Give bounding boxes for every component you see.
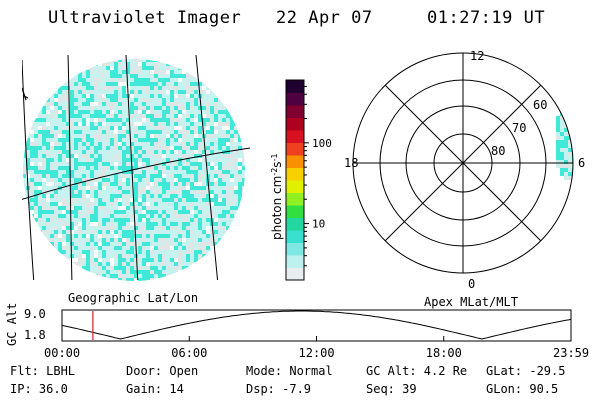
colorbar-frame [285,79,305,281]
geo-caption: Geographic Lat/Lon [68,291,198,305]
altitude-xtick-label: 12:00 [299,346,335,360]
colorbar: 100 10 photon cm-2s-1 [270,79,332,281]
seq-info: Seq: 39 [366,382,417,396]
polar-grid [352,52,574,274]
altitude-plot: GC Alt 9.0 1.8 00:00 06:00 12:00 18:00 23:59 [5,303,589,360]
colorbar-cell [286,217,304,231]
colorbar-cell [286,105,304,118]
colorbar-tick-label: 100 [312,137,332,150]
colorbar-cell [286,180,304,193]
colorbar-cell [286,192,304,206]
altitude-xtick-label: 06:00 [171,346,207,360]
polar-panel: 12 18 6 0 80 70 60 Apex MLat/MLT [344,49,585,309]
gain-info: Gain: 14 [126,382,184,396]
door-info: Door: Open [126,364,199,378]
colorbar-cell [286,242,304,256]
mlat-label-60: 60 [533,98,547,112]
colorbar-scale [286,80,304,281]
polar-emission-speckle [556,104,573,180]
mlt-label-0: 0 [468,277,475,291]
mode-info: Mode: Normal [246,364,333,378]
altitude-xtick-label: 23:59 [553,346,589,360]
altitude-xtick-label: 00:00 [44,346,80,360]
colorbar-cell [286,142,304,156]
altitude-ytick-high: 9.0 [24,307,46,321]
geo-grid-lines [22,54,250,280]
mlat-label-70: 70 [512,121,526,135]
glat-info: GLat: -29.5 [486,364,566,378]
polar-caption: Apex MLat/MLT [424,295,518,309]
time-label: 01:27:19 UT [427,8,546,28]
colorbar-tick-label: 10 [312,218,325,231]
colorbar-cell [286,117,304,131]
altitude-axis-label: GC Alt [5,303,19,346]
colorbar-cell [286,205,304,218]
altitude-xtick-label: 18:00 [426,346,462,360]
colorbar-label: photon cm-2s-1 [270,153,285,240]
colorbar-cell [286,80,304,93]
dsp-info: Dsp: -7.9 [246,382,312,396]
colorbar-cell [286,255,304,268]
geo-panel: Geographic Lat/Lon [22,54,250,305]
filter-info: Flt: LBHL [10,364,76,378]
mlt-label-12: 12 [470,49,484,63]
colorbar-cell [286,267,304,281]
mlat-label-80: 80 [491,144,505,158]
date-label: 22 Apr 07 [276,8,373,28]
colorbar-cell [286,130,304,143]
colorbar-cell [286,92,304,106]
colorbar-ticks: 100 10 [304,85,332,267]
altitude-ytick-low: 1.8 [24,328,46,342]
colorbar-cell [286,155,304,168]
ip-info: IP: 36.0 [10,382,68,396]
gc-alt-info: GC Alt: 4.2 Re [366,364,468,378]
colorbar-cell [286,167,304,181]
instrument-title: Ultraviolet Imager [48,8,242,28]
glon-info: GLon: 90.5 [486,382,559,396]
mlt-label-6: 6 [578,156,585,170]
mlt-label-18: 18 [344,156,358,170]
altitude-curve [61,310,572,340]
colorbar-cell [286,230,304,243]
